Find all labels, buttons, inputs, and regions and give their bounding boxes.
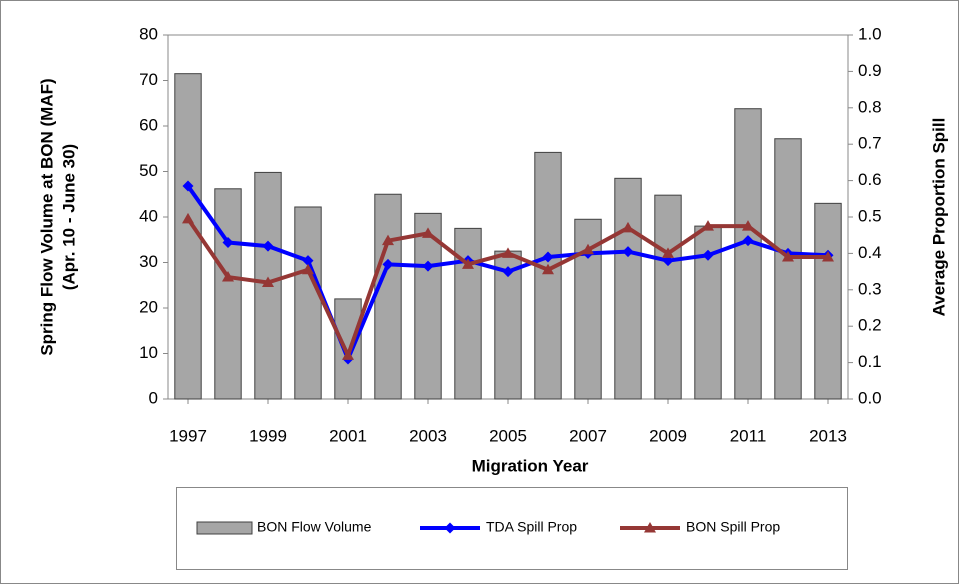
bar xyxy=(574,218,602,400)
bar xyxy=(614,177,642,400)
marker xyxy=(422,227,434,238)
bar xyxy=(454,227,482,400)
marker xyxy=(382,258,394,270)
y-axis-label: Spring Flow Volume at BON (MAF) xyxy=(37,78,56,355)
marker xyxy=(302,263,314,275)
y-axis-label: (Apr. 10 - June 30) xyxy=(59,144,78,290)
x-axis-label: Migration Year xyxy=(472,456,589,475)
marker xyxy=(182,212,194,224)
marker xyxy=(742,235,754,247)
marker xyxy=(422,260,434,272)
marker xyxy=(622,221,634,233)
bar xyxy=(534,151,562,400)
marker xyxy=(462,258,474,269)
marker xyxy=(302,255,314,267)
bar xyxy=(174,73,202,400)
marker xyxy=(662,247,674,258)
marker xyxy=(822,251,834,262)
y-tick-label: 50 xyxy=(139,161,158,180)
marker xyxy=(742,220,754,231)
x-tick-label: 2001 xyxy=(329,426,367,445)
y2-tick-label: 1.0 xyxy=(858,24,882,43)
bar xyxy=(774,138,802,400)
y-tick-label: 30 xyxy=(139,252,158,271)
marker xyxy=(622,246,634,258)
marker xyxy=(542,263,554,275)
y-tick-label: 0 xyxy=(149,388,158,407)
marker xyxy=(702,220,714,231)
marker xyxy=(342,349,354,360)
x-tick-label: 1999 xyxy=(249,426,287,445)
x-tick-label: 2009 xyxy=(649,426,687,445)
marker xyxy=(262,240,274,252)
x-tick-label: 2005 xyxy=(489,426,527,445)
legend-label: TDA Spill Prop xyxy=(486,519,577,535)
y2-tick-label: 0.2 xyxy=(858,316,882,335)
bar xyxy=(294,206,322,400)
marker xyxy=(222,271,234,282)
x-tick-label: 2007 xyxy=(569,426,607,445)
y-tick-label: 80 xyxy=(139,24,158,43)
marker xyxy=(782,251,794,262)
marker xyxy=(262,276,274,288)
y-tick-label: 20 xyxy=(139,297,158,316)
y-tick-label: 70 xyxy=(139,70,158,89)
y2-tick-label: 0.7 xyxy=(858,134,882,153)
y2-axis-label: Average Proportion Spill xyxy=(929,118,948,317)
x-tick-label: 2011 xyxy=(730,426,767,445)
legend-swatch xyxy=(196,521,253,535)
legend-marker xyxy=(644,522,656,533)
y2-tick-label: 0.1 xyxy=(858,352,882,371)
y2-tick-label: 0.4 xyxy=(858,243,882,262)
bar xyxy=(814,202,842,400)
bar xyxy=(374,193,402,400)
marker xyxy=(662,255,674,267)
y-tick-label: 40 xyxy=(139,206,158,225)
bar xyxy=(654,194,682,400)
marker xyxy=(702,249,714,261)
y-tick-label: 10 xyxy=(139,343,158,362)
bar xyxy=(414,212,442,400)
marker xyxy=(222,236,234,248)
marker xyxy=(502,266,514,278)
legend-box xyxy=(176,487,848,570)
bar xyxy=(734,108,762,400)
y2-tick-label: 0.8 xyxy=(858,97,882,116)
x-tick-label: 2003 xyxy=(409,426,447,445)
bar xyxy=(334,298,362,400)
legend-label: BON Spill Prop xyxy=(686,519,780,535)
y2-tick-label: 0.5 xyxy=(858,206,882,225)
y2-tick-label: 0.9 xyxy=(858,61,882,80)
legend-label: BON Flow Volume xyxy=(257,519,372,535)
marker xyxy=(182,180,194,192)
x-tick-label: 1997 xyxy=(169,426,207,445)
legend-marker xyxy=(444,522,456,534)
marker xyxy=(502,247,514,258)
marker xyxy=(382,234,394,246)
marker xyxy=(582,243,594,255)
y2-tick-label: 0.6 xyxy=(858,170,882,189)
y2-tick-label: 0.0 xyxy=(858,388,882,407)
marker xyxy=(542,251,554,263)
y2-tick-label: 0.3 xyxy=(858,279,882,298)
x-tick-label: 2013 xyxy=(809,426,847,445)
y-tick-label: 60 xyxy=(139,115,158,134)
bar xyxy=(214,188,242,400)
